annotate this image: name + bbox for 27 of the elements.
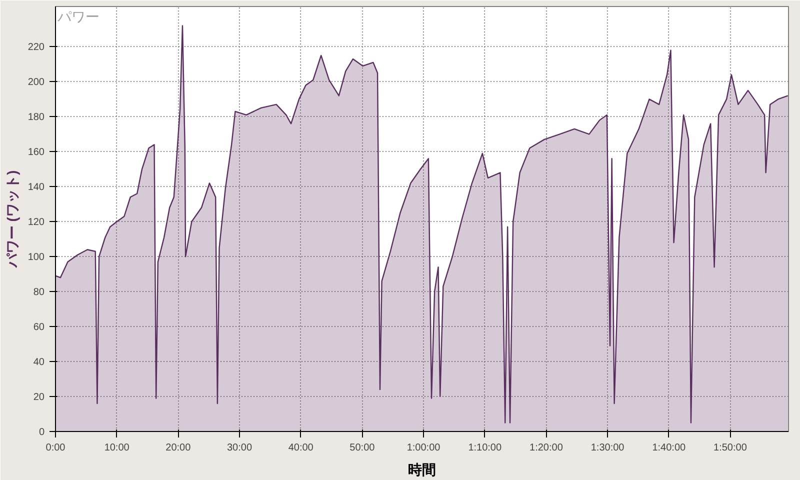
x-axis-title: 時間 [408, 462, 436, 478]
x-tick-label: 40:00 [288, 442, 314, 454]
x-tick-label: 1:30:00 [590, 442, 625, 454]
x-tick-label: 0:00 [46, 442, 66, 454]
y-tick-label: 160 [28, 147, 45, 158]
x-tick-label: 1:40:00 [652, 442, 686, 454]
x-tick-label: 1:00:00 [406, 442, 441, 454]
x-tick-label: 30:00 [227, 442, 252, 454]
x-tick-label: 20:00 [166, 442, 192, 454]
x-tick-label: 1:10:00 [468, 442, 502, 454]
y-tick-label: 80 [33, 287, 45, 298]
y-tick-label: 0 [38, 427, 45, 438]
x-tick-label: 1:20:00 [530, 442, 564, 454]
y-tick-label: 180 [28, 112, 45, 124]
y-tick-label: 40 [33, 357, 45, 368]
chart-title: パワー [56, 8, 100, 24]
y-axis-title: パワー (ワット) [4, 170, 20, 269]
y-tick-label: 140 [28, 182, 45, 194]
y-tick-label: 60 [33, 322, 45, 334]
y-tick-label: 100 [28, 252, 45, 264]
y-tick-label: 20 [33, 392, 45, 404]
y-tick-label: 200 [28, 77, 45, 88]
x-tick-label: 50:00 [350, 442, 376, 454]
x-tick-label: 10:00 [104, 442, 130, 454]
y-tick-label: 120 [28, 217, 45, 228]
y-tick-label: 220 [28, 42, 45, 54]
x-tick-label: 1:50:00 [714, 442, 748, 454]
